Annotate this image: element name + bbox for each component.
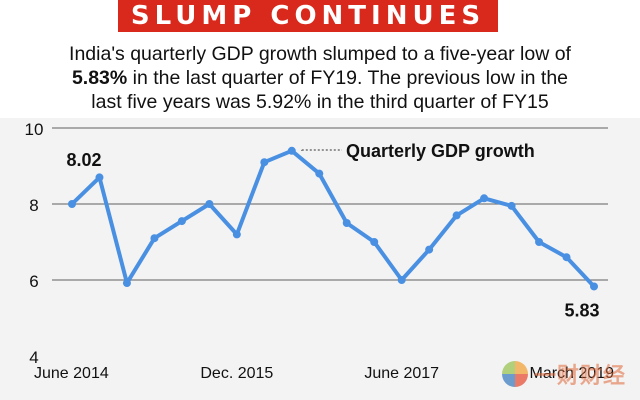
data-point xyxy=(150,234,159,243)
watermark-text: 一财财经 xyxy=(534,363,627,388)
chart-subtitle: India's quarterly GDP growth slumped to … xyxy=(14,42,626,114)
data-point xyxy=(535,238,544,246)
data-point xyxy=(507,201,516,210)
data-point xyxy=(122,279,131,288)
data-point xyxy=(68,200,76,208)
data-point xyxy=(397,276,406,284)
data-point xyxy=(95,173,104,182)
data-point xyxy=(480,194,489,203)
subtitle-line-3: last five years was 5.92% in the third q… xyxy=(91,91,549,113)
data-point xyxy=(287,146,296,155)
x-tick-label: Dec. 2015 xyxy=(200,365,273,382)
subtitle-highlight: 5.83% xyxy=(71,67,128,89)
series-line xyxy=(70,148,596,289)
data-point xyxy=(260,158,269,167)
data-point xyxy=(315,169,324,178)
y-tick-label: 4 xyxy=(29,348,38,367)
data-point xyxy=(425,245,434,254)
data-point xyxy=(452,211,461,220)
y-tick-label: 6 xyxy=(29,272,38,291)
data-point xyxy=(562,253,571,262)
y-tick-label: 8 xyxy=(29,196,38,215)
series-legend-label: Quarterly GDP growth xyxy=(346,141,535,161)
data-label: 8.02 xyxy=(66,150,101,170)
watermark: 一财财经 xyxy=(502,354,636,394)
chart-title: SLUMP CONTINUES xyxy=(130,1,486,31)
title-banner: SLUMP CONTINUES xyxy=(118,0,498,32)
x-tick-label: June 2017 xyxy=(364,365,439,382)
data-point xyxy=(342,219,351,227)
x-tick-label: March 2019 xyxy=(530,365,615,382)
y-tick-label: 10 xyxy=(25,120,44,139)
subtitle-line-1: India's quarterly GDP growth slumped to … xyxy=(69,43,571,65)
data-point xyxy=(590,282,598,291)
data-point xyxy=(205,200,214,208)
subtitle-line-2: 5.83% in the last quarter of FY19. The p… xyxy=(14,66,626,90)
subtitle-line-2-rest: in the last quarter of FY19. The previou… xyxy=(127,67,569,89)
x-tick-label: June 2014 xyxy=(34,365,109,382)
data-point xyxy=(370,238,379,246)
chart-area xyxy=(0,118,640,400)
data-point xyxy=(232,230,241,239)
data-point xyxy=(177,217,186,226)
data-label: 5.83 xyxy=(564,300,599,320)
watermark-logo-icon xyxy=(502,361,528,387)
